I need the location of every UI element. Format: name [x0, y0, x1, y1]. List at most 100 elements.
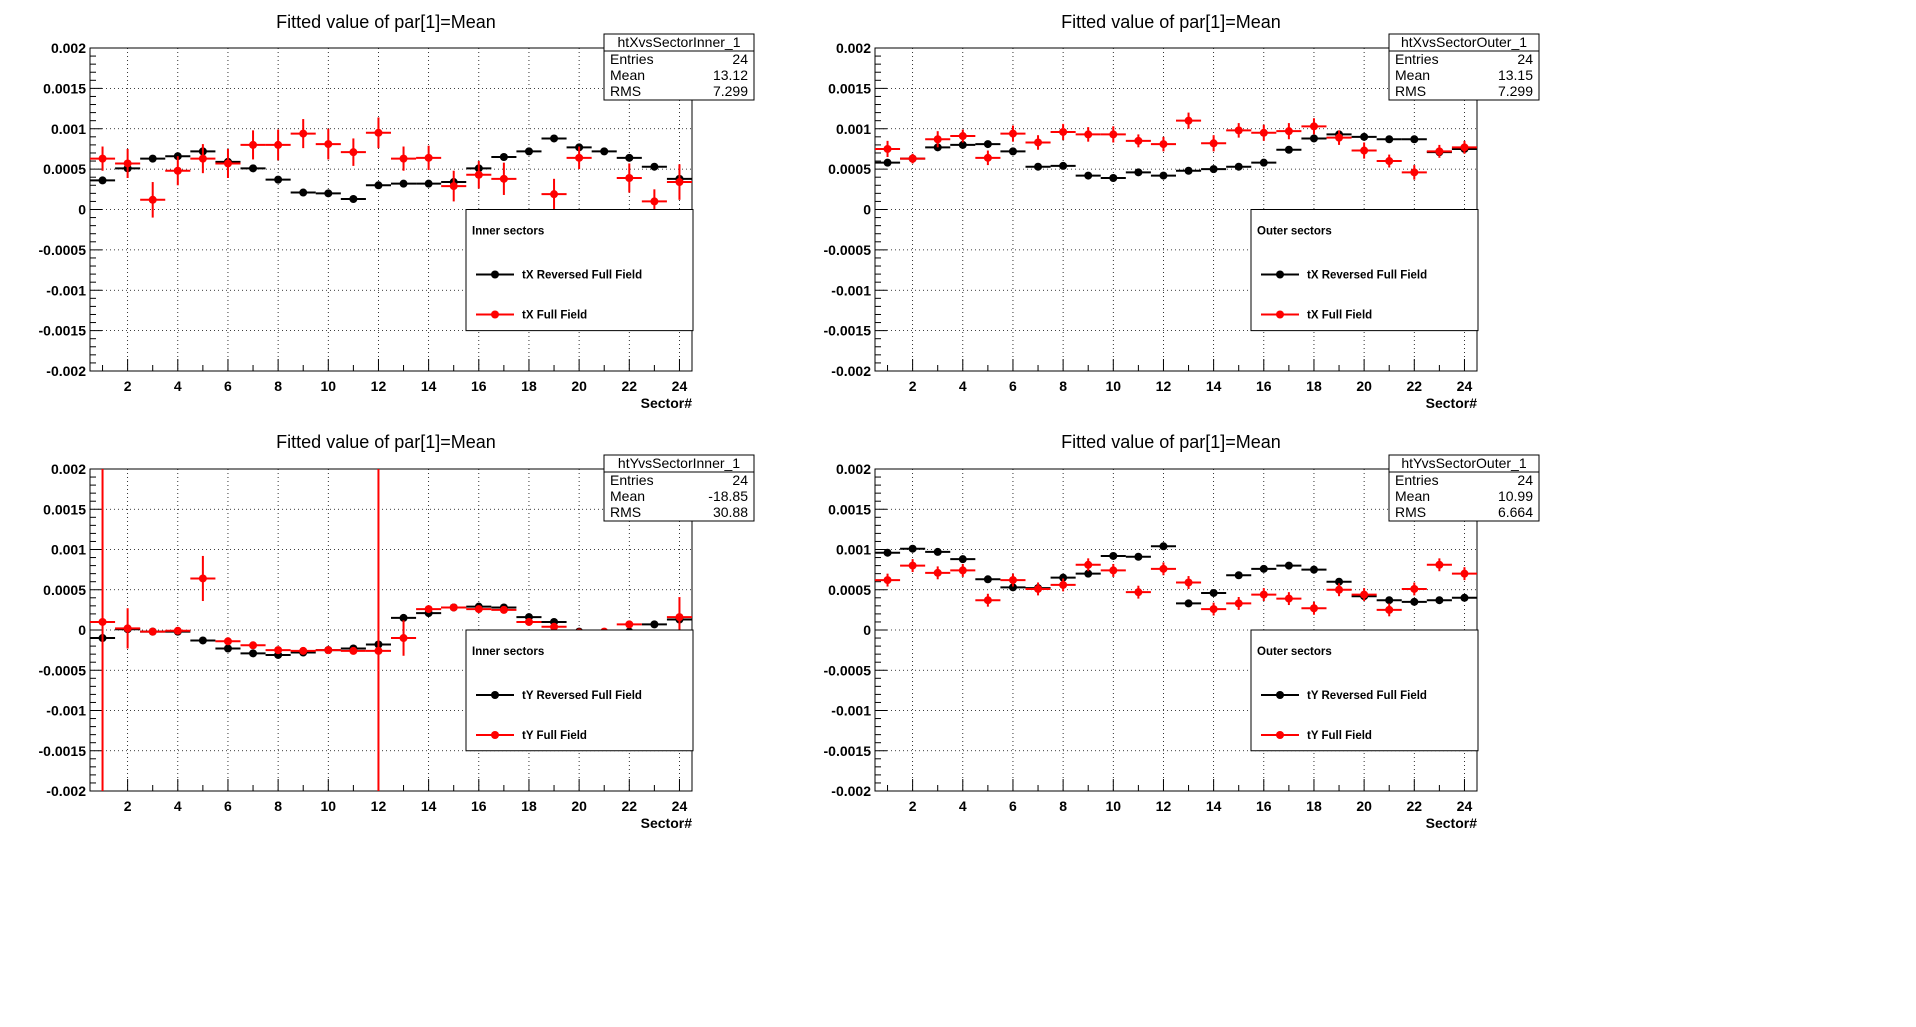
marker — [1059, 580, 1068, 589]
data-point — [1301, 601, 1327, 615]
marker — [1184, 166, 1193, 175]
data-point — [1050, 123, 1076, 141]
data-point — [491, 153, 517, 162]
x-tick-label: 20 — [571, 378, 587, 394]
stats-value: 24 — [732, 472, 748, 488]
marker — [223, 159, 232, 168]
marker — [883, 548, 892, 557]
marker — [1034, 138, 1043, 147]
marker — [1059, 127, 1068, 136]
marker — [1259, 158, 1268, 167]
data-point — [1201, 165, 1227, 174]
data-point — [1000, 125, 1026, 142]
legend-frame — [465, 629, 694, 752]
marker — [198, 636, 207, 645]
marker — [958, 566, 967, 575]
x-tick-label: 14 — [1206, 798, 1222, 814]
marker — [1209, 588, 1218, 597]
stats-value: 7.299 — [713, 83, 748, 99]
data-point — [1351, 142, 1377, 159]
data-point — [340, 195, 366, 204]
y-tick-label: 0.001 — [51, 121, 86, 137]
legend-entry: tX Reversed Full Field — [476, 270, 642, 282]
data-point — [1276, 592, 1302, 606]
data-point — [1426, 144, 1452, 158]
legend: Outer sectors tX Reversed Full Field tX Fu… — [1250, 209, 1479, 332]
legend-entry: tY Reversed Full Field — [476, 690, 642, 702]
marker — [249, 641, 258, 650]
data-point — [416, 605, 442, 614]
data-point — [1251, 124, 1277, 141]
x-tick-label: 6 — [224, 798, 232, 814]
data-point — [975, 150, 1001, 166]
marker — [1335, 133, 1344, 142]
marker — [958, 140, 967, 149]
legend-entry: tX Full Field — [1261, 310, 1372, 322]
data-point — [1351, 132, 1377, 141]
data-point — [1401, 165, 1427, 180]
y-tick-label: 0 — [78, 202, 86, 218]
marker — [1209, 165, 1218, 174]
data-point — [1000, 573, 1026, 587]
data-point — [950, 555, 976, 564]
x-tick-label: 2 — [909, 798, 917, 814]
data-point — [340, 138, 366, 166]
marker — [1460, 593, 1469, 602]
marker — [983, 575, 992, 584]
data-point — [1150, 136, 1176, 152]
data-point — [1426, 596, 1452, 605]
data-point — [1201, 135, 1227, 152]
legend-frame — [465, 209, 694, 332]
stats-value: 10.99 — [1498, 488, 1533, 504]
marker — [1410, 597, 1419, 606]
marker — [1234, 162, 1243, 171]
x-axis-label: Sector# — [641, 815, 693, 831]
data-point — [290, 188, 316, 197]
data-point — [1376, 596, 1402, 605]
x-tick-label: 4 — [959, 798, 967, 814]
marker — [1184, 116, 1193, 125]
data-point — [1075, 569, 1101, 578]
marker — [625, 174, 634, 183]
marker — [499, 153, 508, 162]
data-point — [1125, 552, 1151, 561]
stats-key: Entries — [610, 51, 654, 67]
x-tick-label: 18 — [521, 798, 537, 814]
marker — [933, 547, 942, 556]
stats-value: 30.88 — [713, 504, 748, 520]
y-tick-label: -0.002 — [46, 363, 86, 379]
y-tick-label: 0.001 — [836, 121, 871, 137]
y-tick-label: 0.002 — [836, 40, 871, 56]
series-1 — [875, 542, 1477, 608]
marker — [1309, 565, 1318, 574]
marker — [449, 182, 458, 191]
marker — [299, 646, 308, 655]
data-point — [1301, 134, 1327, 143]
stats-name: htXvsSectorInner_1 — [618, 34, 741, 50]
x-tick-label: 12 — [371, 798, 387, 814]
data-point — [240, 641, 266, 650]
y-tick-label: 0.0005 — [43, 582, 86, 598]
marker — [1360, 590, 1369, 599]
y-tick-label: -0.0015 — [39, 323, 87, 339]
y-tick-label: 0.002 — [51, 461, 86, 477]
legend-marker — [491, 270, 499, 279]
data-point — [315, 189, 341, 198]
stats-key: Entries — [1395, 51, 1439, 67]
legend-frame — [1250, 629, 1479, 752]
x-tick-label: 16 — [1256, 798, 1272, 814]
data-point — [1176, 599, 1202, 608]
marker — [550, 190, 559, 199]
legend-marker — [491, 691, 499, 699]
data-point — [1426, 558, 1452, 572]
marker — [1159, 171, 1168, 180]
marker — [123, 159, 132, 168]
marker — [1084, 560, 1093, 569]
marker — [1084, 171, 1093, 180]
legend-entry: tY Full Field — [476, 730, 587, 742]
x-tick-label: 10 — [1106, 378, 1122, 394]
y-tick-label: 0 — [78, 622, 86, 638]
legend-label: tX Full Field — [1307, 310, 1372, 322]
marker — [625, 620, 634, 629]
